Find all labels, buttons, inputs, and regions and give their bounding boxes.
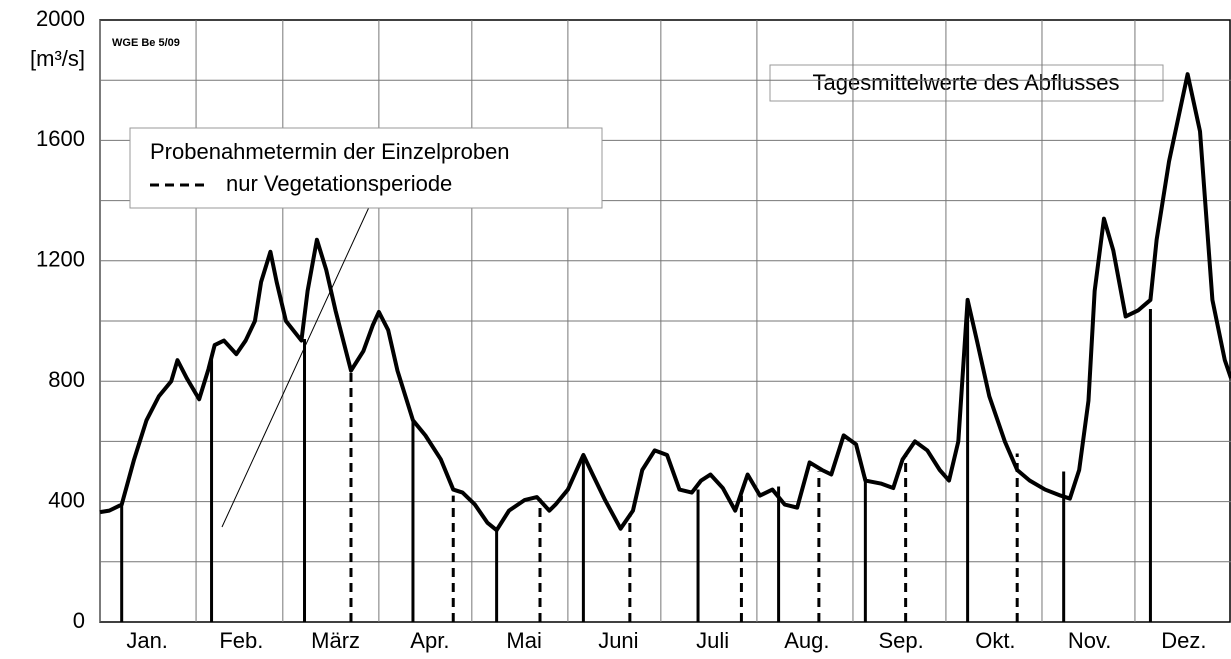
y-tick-label: 0 (73, 608, 85, 633)
legend-box (129, 127, 603, 209)
note: WGE Be 5/09 (112, 37, 180, 49)
x-tick-label: Jan. (126, 628, 168, 653)
x-tick-label: Okt. (975, 628, 1015, 653)
y-axis-label: [m³/s] (30, 46, 85, 71)
series-label: Tagesmittelwerte des Abflusses (813, 70, 1120, 95)
y-tick-label: 1600 (36, 126, 85, 151)
y-tick-label: 2000 (36, 6, 85, 31)
x-tick-label: Nov. (1068, 628, 1112, 653)
series-label-box (769, 64, 1164, 102)
x-tick-label: Dez. (1161, 628, 1206, 653)
legend-title: Probenahmetermin der Einzelproben (150, 139, 510, 164)
y-tick-label: 800 (48, 367, 85, 392)
legend-dashed-label: nur Vegetationsperiode (226, 171, 452, 196)
pointer-line (221, 204, 371, 528)
y-tick-label: 1200 (36, 247, 85, 272)
x-tick-label: Apr. (410, 628, 449, 653)
x-tick-label: Mai (506, 628, 541, 653)
y-tick-label: 400 (48, 487, 85, 512)
x-tick-label: Juli (696, 628, 729, 653)
x-tick-label: Juni (598, 628, 638, 653)
discharge-line (99, 72, 1231, 533)
x-tick-label: Aug. (784, 628, 829, 653)
x-tick-label: März (311, 628, 360, 653)
x-tick-label: Feb. (219, 628, 263, 653)
x-tick-label: Sep. (878, 628, 923, 653)
